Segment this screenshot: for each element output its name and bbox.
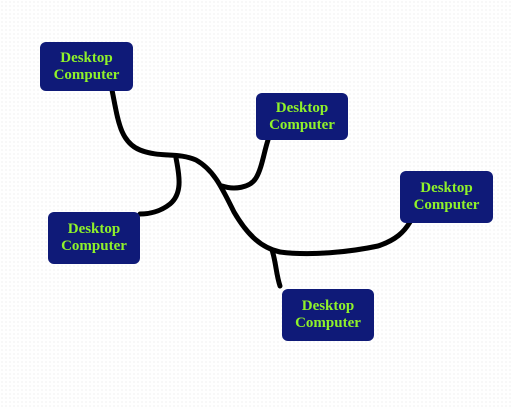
desktop-computer-node: Desktop Computer — [400, 171, 493, 223]
node-label: Desktop Computer — [269, 99, 335, 133]
desktop-computer-node: Desktop Computer — [48, 212, 140, 264]
cable-to-lower-left — [137, 155, 182, 217]
desktop-computer-node: Desktop Computer — [256, 93, 348, 140]
cable-to-bottom — [269, 247, 283, 289]
desktop-computer-node: Desktop Computer — [40, 42, 133, 91]
desktop-computer-node: Desktop Computer — [282, 289, 374, 341]
node-label: Desktop Computer — [53, 49, 120, 83]
cable-main-trunk — [109, 87, 283, 255]
node-label: Desktop Computer — [61, 221, 127, 254]
node-label: Desktop Computer — [413, 180, 480, 213]
cable-to-far-right — [277, 219, 413, 257]
cable-to-upper-right — [219, 137, 271, 191]
node-label: Desktop Computer — [295, 298, 361, 331]
